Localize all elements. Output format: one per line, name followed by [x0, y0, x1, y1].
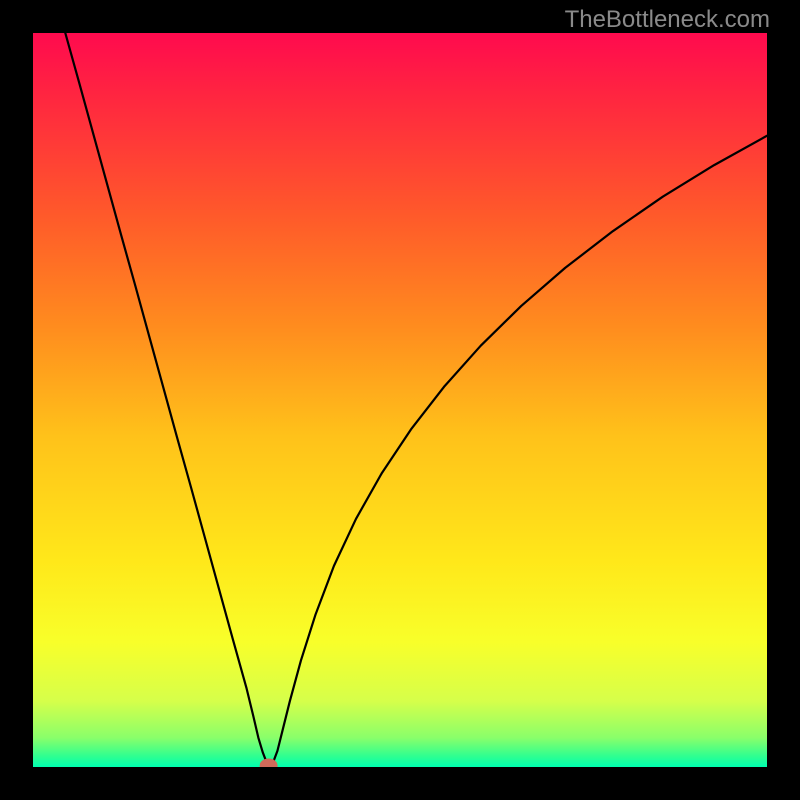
plot-area	[33, 33, 767, 767]
bottleneck-curve	[33, 33, 767, 767]
watermark-text: TheBottleneck.com	[565, 6, 770, 34]
